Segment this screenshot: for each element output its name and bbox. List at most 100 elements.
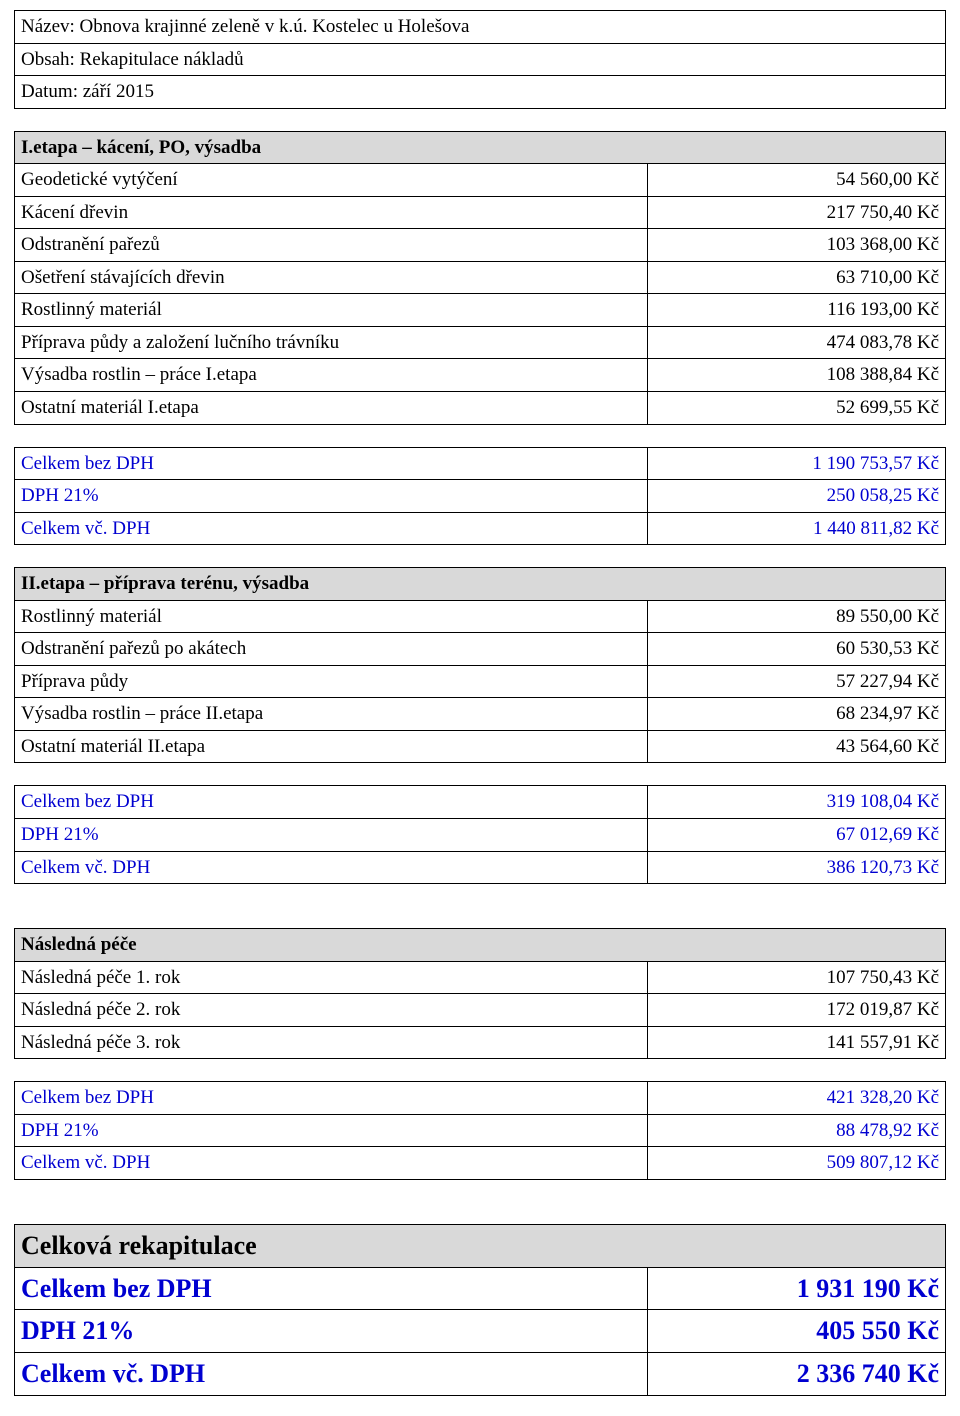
table-row: Celkem bez DPH319 108,04 Kč	[15, 786, 946, 819]
row-label: Ošetření stávajících dřevin	[15, 261, 648, 294]
table-row: Celkem bez DPH421 328,20 Kč	[15, 1082, 946, 1115]
row-label: Ostatní materiál II.etapa	[15, 730, 648, 763]
total-label: Celkem bez DPH	[15, 447, 648, 480]
row-value: 52 699,55 Kč	[648, 392, 946, 425]
row-value: 60 530,53 Kč	[648, 633, 946, 666]
etapa1-totals: Celkem bez DPH1 190 753,57 Kč DPH 21%250…	[14, 447, 946, 546]
row-value: 57 227,94 Kč	[648, 665, 946, 698]
etapa1-table: I.etapa – kácení, PO, výsadba Geodetické…	[14, 131, 946, 425]
spacer	[14, 545, 946, 567]
summary-value: 1 931 190 Kč	[648, 1267, 946, 1310]
row-label: Ostatní materiál I.etapa	[15, 392, 648, 425]
row-label: Příprava půdy	[15, 665, 648, 698]
table-row: DPH 21%67 012,69 Kč	[15, 819, 946, 852]
table-row: Výsadba rostlin – práce I.etapa108 388,8…	[15, 359, 946, 392]
table-row: Odstranění pařezů103 368,00 Kč	[15, 229, 946, 262]
etapa2-header: II.etapa – příprava terénu, výsadba	[15, 568, 946, 601]
table-row: Celkem vč. DPH2 336 740 Kč	[15, 1353, 946, 1396]
row-label: Příprava půdy a založení lučního trávník…	[15, 326, 648, 359]
table-row: Název: Obnova krajinné zeleně v k.ú. Kos…	[15, 11, 946, 44]
row-label: Rostlinný materiál	[15, 600, 648, 633]
total-label: DPH 21%	[15, 480, 648, 513]
total-value: 1 440 811,82 Kč	[648, 512, 946, 545]
table-row: Následná péče 2. rok172 019,87 Kč	[15, 994, 946, 1027]
row-label: Následná péče 3. rok	[15, 1026, 648, 1059]
row-label: Rostlinný materiál	[15, 294, 648, 327]
table-row: Příprava půdy57 227,94 Kč	[15, 665, 946, 698]
table-row: Datum: září 2015	[15, 76, 946, 109]
row-label: Kácení dřevin	[15, 196, 648, 229]
table-row: Rostlinný materiál116 193,00 Kč	[15, 294, 946, 327]
summary-value: 2 336 740 Kč	[648, 1353, 946, 1396]
section-header: I.etapa – kácení, PO, výsadba	[15, 131, 946, 164]
total-value: 386 120,73 Kč	[648, 851, 946, 884]
table-row: DPH 21%250 058,25 Kč	[15, 480, 946, 513]
row-value: 68 234,97 Kč	[648, 698, 946, 731]
meta-nazev: Název: Obnova krajinné zeleně v k.ú. Kos…	[15, 11, 946, 44]
meta-datum: Datum: září 2015	[15, 76, 946, 109]
total-label: Celkem vč. DPH	[15, 512, 648, 545]
summary-label: Celkem vč. DPH	[15, 1353, 648, 1396]
meta-obsah: Obsah: Rekapitulace nákladů	[15, 43, 946, 76]
table-row: Celkem vč. DPH509 807,12 Kč	[15, 1147, 946, 1180]
table-row: Ostatní materiál II.etapa43 564,60 Kč	[15, 730, 946, 763]
spacer	[14, 906, 946, 928]
row-value: 43 564,60 Kč	[648, 730, 946, 763]
total-value: 319 108,04 Kč	[648, 786, 946, 819]
row-label: Výsadba rostlin – práce II.etapa	[15, 698, 648, 731]
etapa2-totals: Celkem bez DPH319 108,04 Kč DPH 21%67 01…	[14, 785, 946, 884]
total-label: Celkem vč. DPH	[15, 851, 648, 884]
row-label: Geodetické vytýčení	[15, 164, 648, 197]
total-label: DPH 21%	[15, 1114, 648, 1147]
row-label: Výsadba rostlin – práce I.etapa	[15, 359, 648, 392]
total-label: Celkem bez DPH	[15, 786, 648, 819]
section-header: II.etapa – příprava terénu, výsadba	[15, 568, 946, 601]
table-row: Ošetření stávajících dřevin63 710,00 Kč	[15, 261, 946, 294]
etapa2-table: II.etapa – příprava terénu, výsadba Rost…	[14, 567, 946, 763]
row-value: 172 019,87 Kč	[648, 994, 946, 1027]
summary-label: Celkem bez DPH	[15, 1267, 648, 1310]
row-value: 103 368,00 Kč	[648, 229, 946, 262]
row-value: 107 750,43 Kč	[648, 961, 946, 994]
total-label: DPH 21%	[15, 819, 648, 852]
pece-table: Následná péče Následná péče 1. rok107 75…	[14, 928, 946, 1059]
table-row: Následná péče 1. rok107 750,43 Kč	[15, 961, 946, 994]
table-row: DPH 21%405 550 Kč	[15, 1310, 946, 1353]
row-label: Následná péče 2. rok	[15, 994, 648, 1027]
table-row: Celkem bez DPH1 931 190 Kč	[15, 1267, 946, 1310]
pece-header: Následná péče	[15, 929, 946, 962]
spacer	[14, 1180, 946, 1202]
row-value: 217 750,40 Kč	[648, 196, 946, 229]
etapa1-header: I.etapa – kácení, PO, výsadba	[15, 131, 946, 164]
table-row: Obsah: Rekapitulace nákladů	[15, 43, 946, 76]
summary-label: DPH 21%	[15, 1310, 648, 1353]
table-row: Příprava půdy a založení lučního trávník…	[15, 326, 946, 359]
section-header: Celková rekapitulace	[15, 1224, 946, 1267]
pece-totals: Celkem bez DPH421 328,20 Kč DPH 21%88 47…	[14, 1081, 946, 1180]
spacer	[14, 425, 946, 447]
table-row: Výsadba rostlin – práce II.etapa68 234,9…	[15, 698, 946, 731]
row-label: Odstranění pařezů	[15, 229, 648, 262]
table-row: Celkem vč. DPH386 120,73 Kč	[15, 851, 946, 884]
table-row: Rostlinný materiál89 550,00 Kč	[15, 600, 946, 633]
table-row: DPH 21%88 478,92 Kč	[15, 1114, 946, 1147]
section-header: Následná péče	[15, 929, 946, 962]
row-value: 54 560,00 Kč	[648, 164, 946, 197]
spacer	[14, 1202, 946, 1224]
table-row: Kácení dřevin217 750,40 Kč	[15, 196, 946, 229]
spacer	[14, 884, 946, 906]
total-value: 250 058,25 Kč	[648, 480, 946, 513]
table-row: Celkem vč. DPH1 440 811,82 Kč	[15, 512, 946, 545]
row-value: 63 710,00 Kč	[648, 261, 946, 294]
total-value: 509 807,12 Kč	[648, 1147, 946, 1180]
table-row: Ostatní materiál I.etapa52 699,55 Kč	[15, 392, 946, 425]
total-value: 88 478,92 Kč	[648, 1114, 946, 1147]
table-row: Následná péče 3. rok141 557,91 Kč	[15, 1026, 946, 1059]
spacer	[14, 109, 946, 131]
row-label: Odstranění pařezů po akátech	[15, 633, 648, 666]
summary-table: Celková rekapitulace Celkem bez DPH1 931…	[14, 1224, 946, 1396]
page: Název: Obnova krajinné zeleně v k.ú. Kos…	[0, 0, 960, 1416]
row-value: 108 388,84 Kč	[648, 359, 946, 392]
total-label: Celkem vč. DPH	[15, 1147, 648, 1180]
row-value: 116 193,00 Kč	[648, 294, 946, 327]
